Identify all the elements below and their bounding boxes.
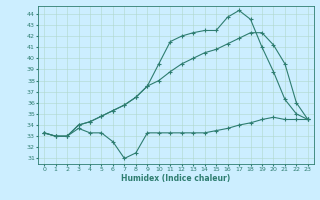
X-axis label: Humidex (Indice chaleur): Humidex (Indice chaleur) — [121, 174, 231, 183]
